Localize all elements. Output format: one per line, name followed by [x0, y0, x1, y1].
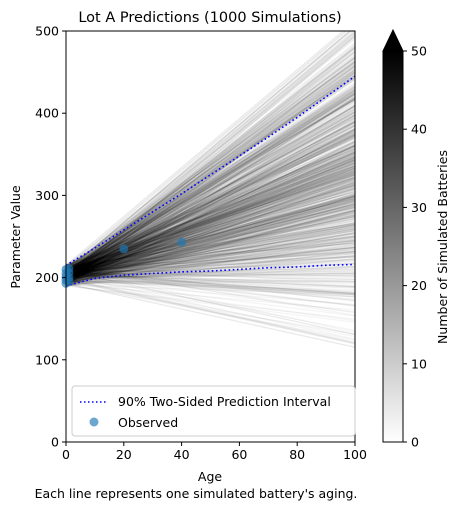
legend-pi-label: 90% Two-Sided Prediction Interval	[118, 394, 331, 409]
x-tick-label: 40	[174, 447, 190, 462]
colorbar-tick-label: 50	[411, 44, 427, 59]
x-tick-label: 20	[116, 447, 132, 462]
legend-observed-label: Observed	[118, 415, 178, 430]
colorbar-ticks: 0 10 20 30 40 50	[403, 44, 427, 450]
chart-caption: Each line represents one simulated batte…	[35, 486, 358, 501]
x-tick-label: 80	[289, 447, 305, 462]
colorbar-tick-label: 40	[411, 122, 427, 137]
colorbar-gradient	[383, 51, 403, 442]
colorbar-label: Number of Simulated Batteries	[435, 150, 450, 344]
y-tick-label: 0	[51, 435, 59, 450]
colorbar-tick-label: 0	[411, 435, 419, 450]
colorbar-tick-label: 20	[411, 278, 427, 293]
x-tick-label: 0	[62, 447, 70, 462]
legend: 90% Two-Sided Prediction Interval Observ…	[72, 386, 355, 436]
y-axis-ticks: 0 100 200 300 400 500	[35, 24, 66, 450]
colorbar-tick-label: 10	[411, 356, 427, 371]
observed-point	[119, 244, 128, 253]
legend-observed-swatch	[90, 418, 99, 427]
x-tick-label: 60	[231, 447, 247, 462]
colorbar-tick-label: 30	[411, 200, 427, 215]
y-tick-label: 200	[35, 270, 59, 285]
x-tick-label: 100	[343, 447, 367, 462]
y-tick-label: 100	[35, 352, 59, 367]
chart-title: Lot A Predictions (1000 Simulations)	[78, 10, 341, 26]
y-tick-label: 400	[35, 106, 59, 121]
y-tick-label: 500	[35, 24, 59, 39]
colorbar-extend-max	[383, 30, 403, 51]
observed-point	[177, 238, 186, 247]
y-tick-label: 300	[35, 188, 59, 203]
x-axis-label: Age	[198, 469, 222, 484]
x-axis-ticks: 0 20 40 60 80 100	[62, 442, 367, 462]
colorbar: 0 10 20 30 40 50 Number of Simulated Batterie…	[383, 30, 450, 450]
y-axis-label: Parameter Value	[8, 185, 23, 289]
